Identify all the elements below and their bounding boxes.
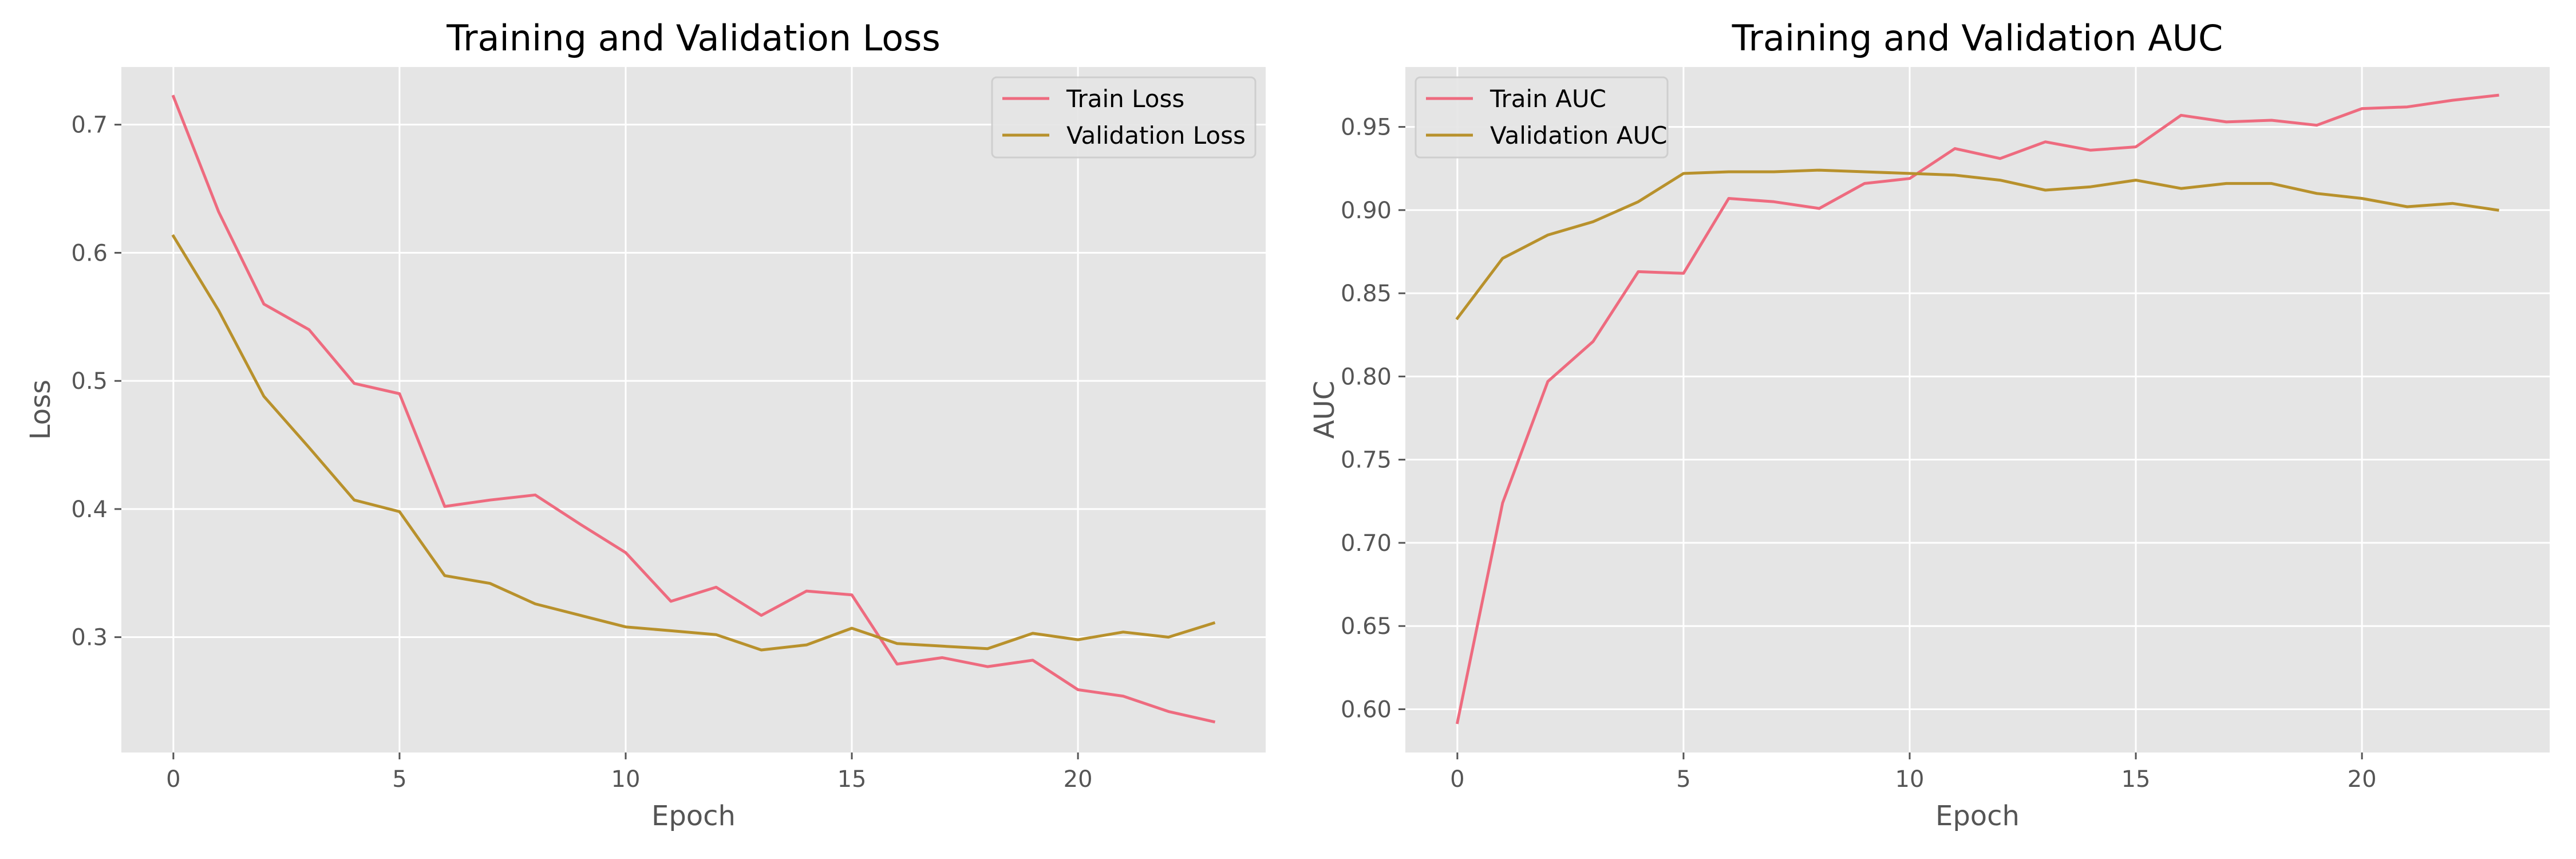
x-tick-label: 5 — [392, 766, 406, 793]
x-tick-label: 5 — [1676, 766, 1690, 793]
y-tick-label: 0.85 — [1341, 281, 1392, 307]
y-axis-label: AUC — [1309, 381, 1341, 439]
series-line-validation-auc — [1455, 168, 2499, 321]
series-line-train-auc — [1455, 93, 2499, 724]
plot-background — [121, 67, 1266, 752]
y-tick-label: 0.60 — [1341, 696, 1392, 723]
y-tick-label: 0.4 — [71, 497, 108, 523]
y-tick-label: 0.95 — [1341, 115, 1392, 141]
x-tick-label: 20 — [1064, 766, 1093, 793]
y-tick-label: 0.6 — [71, 240, 108, 266]
chart-panel-1: 0 5 10 15 20 0.3 0.4 0.5 0.6 0.7 Training and Vali… — [25, 17, 1266, 832]
legend-label: Train Loss — [1066, 85, 1184, 113]
x-tick-label: 15 — [2121, 766, 2151, 793]
legend-box — [1415, 76, 1669, 159]
y-tick-label: 0.80 — [1341, 364, 1392, 390]
x-tick-label: 20 — [2348, 766, 2377, 793]
plot-background — [1405, 67, 2550, 752]
series-line-train-loss — [171, 94, 1216, 724]
x-tick-label: 10 — [611, 766, 641, 793]
x-tick-label: 0 — [1450, 766, 1464, 793]
y-tick-label: 0.3 — [71, 625, 108, 651]
x-axis-label: Epoch — [651, 800, 736, 832]
x-tick-label: 0 — [166, 766, 180, 793]
y-tick-label: 0.65 — [1341, 613, 1392, 640]
x-tick-label: 15 — [837, 766, 867, 793]
legend-label: Validation AUC — [1490, 121, 1668, 149]
legend: Train Loss Validation Loss — [991, 76, 1257, 159]
y-tick-label: 0.5 — [71, 368, 108, 395]
chart-title: Training and Validation Loss — [446, 17, 941, 59]
legend-box — [991, 76, 1257, 159]
x-tick-label: 10 — [1895, 766, 1925, 793]
series-line-validation-loss — [171, 234, 1216, 652]
chart-title: Training and Validation AUC — [1732, 17, 2223, 59]
legend: Train AUC Validation AUC — [1415, 76, 1669, 159]
legend-label: Validation Loss — [1066, 121, 1246, 149]
y-axis-label: Loss — [25, 380, 57, 440]
y-tick-label: 0.70 — [1341, 530, 1392, 557]
y-tick-label: 0.90 — [1341, 198, 1392, 224]
y-tick-label: 0.7 — [71, 112, 108, 139]
legend-label: Train AUC — [1490, 85, 1606, 113]
y-tick-label: 0.75 — [1341, 447, 1392, 474]
chart-panel-2: 0 5 10 15 20 0.60 0.65 0.70 0.75 0.80 0.85 0.90 0.95… — [1309, 17, 2550, 832]
x-axis-label: Epoch — [1935, 800, 2020, 832]
